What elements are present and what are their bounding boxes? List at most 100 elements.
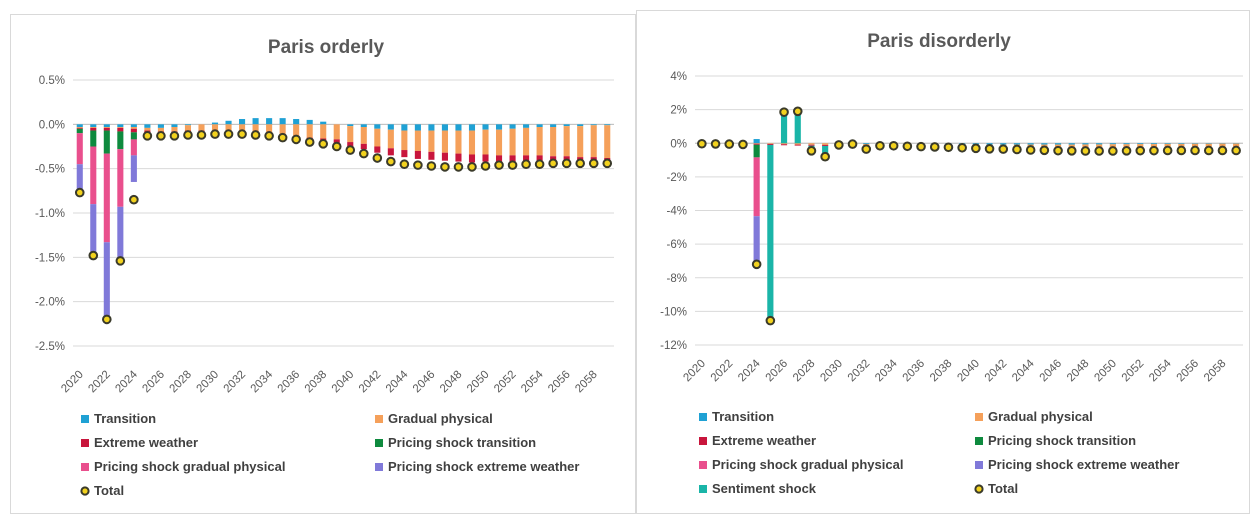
chart-1-bar-gradual-physical xyxy=(374,128,381,147)
chart-1-bar-pricing-shock-extreme-weather xyxy=(130,155,137,182)
chart-1-legend-label: Pricing shock transition xyxy=(388,435,536,450)
chart-2-y-tick-label: -2% xyxy=(667,172,687,184)
chart-1-total-marker xyxy=(331,141,342,152)
chart-2-x-tick-label: 2026 xyxy=(764,358,791,385)
chart-2-total-marker xyxy=(697,138,707,149)
chart-1-total-marker xyxy=(156,131,166,141)
chart-2-legend-swatch-sentiment-shock xyxy=(699,485,707,493)
chart-2-total-marker xyxy=(1121,146,1132,156)
chart-1-total-marker xyxy=(561,158,572,169)
chart-1-x-tick-label: 2050 xyxy=(465,369,492,396)
chart-2-bar-transition xyxy=(1013,143,1021,145)
chart-1-total-marker xyxy=(399,159,410,170)
chart-1-bar-gradual-physical xyxy=(468,130,476,155)
chart-2-x-tick-label: 2034 xyxy=(873,357,900,384)
chart-1-bar-pricing-shock-extreme-weather xyxy=(103,242,110,321)
chart-2-legend-label: Extreme weather xyxy=(712,433,816,448)
chart-1-x-tick-label: 2022 xyxy=(86,369,113,396)
chart-1-bar-pricing-shock-extreme-weather xyxy=(117,206,124,260)
chart-2-bar-transition xyxy=(1096,143,1103,145)
chart-2-total-marker xyxy=(1108,146,1118,156)
chart-1-bar-gradual-physical xyxy=(184,125,192,131)
chart-2-total-marker xyxy=(902,141,913,152)
chart-2-legend-label: Pricing shock gradual physical xyxy=(712,457,903,472)
chart-2-bar-sentiment-shock xyxy=(767,144,774,322)
chart-1-bar-transition xyxy=(482,124,489,130)
chart-2-bar-extreme-weather xyxy=(822,144,829,146)
chart-1-bar-pricing-shock-gradual-physical xyxy=(130,139,137,156)
chart-1-total-marker xyxy=(250,130,261,140)
chart-1-y-tick-label: 0.5% xyxy=(39,75,65,87)
chart-1-bar-extreme-weather xyxy=(414,150,421,159)
chart-1-bar-extreme-weather xyxy=(117,127,124,132)
chart-2-legend-swatch-extreme-weather xyxy=(699,437,707,445)
chart-1-total-marker xyxy=(575,158,585,169)
chart-1-bar-extreme-weather xyxy=(374,146,381,153)
chart-2-total-marker xyxy=(929,142,940,152)
chart-2-total-marker xyxy=(806,146,817,156)
chart-2-total-marker xyxy=(1176,145,1187,156)
chart-1-legend-label: Pricing shock extreme weather xyxy=(388,459,579,474)
chart-1-total-marker xyxy=(196,130,207,140)
chart-2-bar-gradual-physical xyxy=(767,143,774,144)
chart-1-bar-transition xyxy=(76,124,83,127)
chart-1-total-marker xyxy=(602,158,613,169)
chart-1-legend-swatch-pricing-shock-transition xyxy=(375,439,383,447)
chart-2-total-marker xyxy=(971,143,981,154)
chart-2-legend-swatch-transition xyxy=(699,413,707,421)
chart-1-x-tick-label: 2030 xyxy=(195,369,222,396)
chart-2-total-marker xyxy=(1149,145,1159,156)
chart-1-bar-transition xyxy=(523,124,530,128)
chart-1-x-tick-label: 2044 xyxy=(384,368,411,395)
chart-1-total-marker xyxy=(440,162,450,172)
chart-2-x-tick-label: 2022 xyxy=(709,358,736,385)
chart-2-bar-sentiment-shock xyxy=(794,110,801,144)
chart-1-legend-label: Gradual physical xyxy=(388,411,493,426)
chart-2-total-marker xyxy=(1217,145,1228,156)
chart-2-legend-label: Total xyxy=(988,481,1018,496)
chart-2-total-marker xyxy=(1190,145,1200,156)
chart-2-y-tick-label: 0% xyxy=(670,138,687,150)
chart-2-bar-extreme-weather xyxy=(808,144,815,146)
chart-2-bar-transition xyxy=(986,143,993,145)
chart-1-bar-pricing-shock-transition xyxy=(117,131,124,150)
chart-1-x-tick-label: 2038 xyxy=(303,369,330,396)
chart-1-legend-swatch-transition xyxy=(81,415,89,423)
chart-2-x-tick-label: 2020 xyxy=(681,358,708,385)
chart-1-bar-extreme-weather xyxy=(360,143,367,150)
chart-1-bar-gradual-physical xyxy=(563,126,570,157)
chart-1-bar-gradual-physical xyxy=(333,124,340,140)
chart-1-bar-gradual-physical xyxy=(211,124,219,132)
chart-1-bar-pricing-shock-gradual-physical xyxy=(76,133,83,165)
chart-1-bar-pricing-shock-gradual-physical xyxy=(103,153,110,243)
chart-1-bar-gradual-physical xyxy=(130,126,137,129)
chart-1-legend-swatch-extreme-weather xyxy=(81,439,89,447)
chart-2-legend-swatch-pricing-shock-gradual-physical xyxy=(699,461,707,469)
chart-1-bar-gradual-physical xyxy=(495,129,503,156)
chart-1-total-marker xyxy=(210,129,220,139)
chart-1-y-tick-label: -1.5% xyxy=(35,252,65,264)
chart-2-y-tick-label: -10% xyxy=(660,306,687,318)
chart-1-bar-transition xyxy=(468,124,476,131)
chart-1-total-marker xyxy=(345,145,356,155)
chart-2-total-marker xyxy=(1066,146,1077,156)
chart-1-legend-label: Extreme weather xyxy=(94,435,198,450)
chart-1-bar-gradual-physical xyxy=(590,125,597,158)
chart-2-legend-swatch-gradual-physical xyxy=(975,413,983,421)
chart-2-legend-label: Sentiment shock xyxy=(712,481,817,496)
chart-2-bar-transition xyxy=(1191,143,1199,144)
chart-2-bar-transition xyxy=(1082,143,1089,145)
chart-1-bar-transition xyxy=(509,124,516,129)
chart-1-total-marker xyxy=(277,132,288,143)
chart-1-y-tick-label: -2.0% xyxy=(35,297,65,309)
chart-2-legend-label: Transition xyxy=(712,409,774,424)
chart-1-bar-pricing-shock-transition xyxy=(76,128,83,134)
chart-2-total-marker xyxy=(1162,145,1173,156)
chart-1-x-tick-label: 2052 xyxy=(492,369,519,396)
chart-2-x-tick-label: 2024 xyxy=(736,357,763,384)
chart-2-bar-gradual-physical xyxy=(794,143,801,145)
chart-2-x-tick-label: 2032 xyxy=(846,358,873,385)
chart-2-bar-extreme-weather xyxy=(780,144,788,146)
chart-1-bar-transition xyxy=(306,119,313,125)
chart-2-total-marker xyxy=(779,107,789,117)
